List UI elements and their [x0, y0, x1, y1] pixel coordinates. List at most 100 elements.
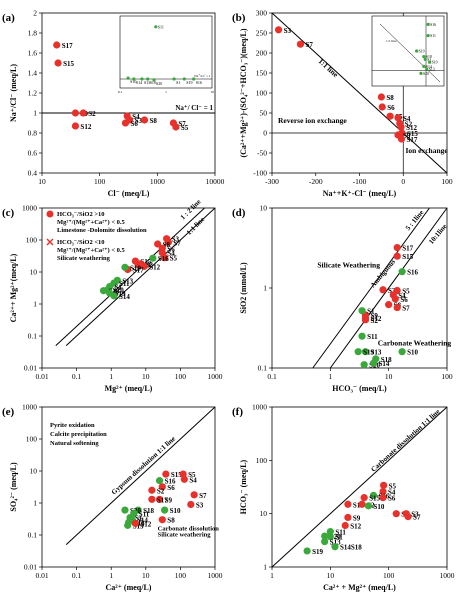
- data-point: [321, 537, 329, 546]
- data-point: [354, 348, 362, 356]
- data-label: S1: [335, 534, 343, 542]
- data-point: [158, 516, 166, 524]
- data-label: S17: [133, 266, 144, 274]
- x-tick-label: 1000: [208, 372, 223, 381]
- data-point: [379, 286, 387, 294]
- data-label: S19: [115, 290, 126, 298]
- inset-tick-label: 0.1: [118, 90, 123, 94]
- data-point: [121, 119, 130, 127]
- data-point: [385, 301, 393, 309]
- annotation: Reverse ion exchange: [278, 116, 347, 125]
- x-tick-label: 1000: [440, 571, 455, 580]
- data-label: S12: [350, 522, 361, 530]
- data-point: [99, 287, 108, 295]
- data-label: S3: [172, 236, 180, 244]
- data-label: S7: [305, 41, 313, 49]
- y-tick-label: 10: [260, 509, 268, 518]
- data-label: S19: [363, 349, 374, 357]
- data-label: S5: [188, 471, 196, 479]
- data-label: S16: [407, 269, 418, 277]
- inset-tick-label: 10: [210, 90, 214, 94]
- inset-data-label: S19: [419, 50, 425, 54]
- data-label: S18: [143, 507, 154, 515]
- data-point: [54, 59, 62, 67]
- data-point: [303, 547, 311, 555]
- annotation: Silicate Weathering: [317, 261, 380, 270]
- annotation: Ion exchange: [405, 146, 448, 155]
- data-label: S17: [62, 42, 73, 50]
- data-label: S10: [407, 349, 418, 357]
- panel-b: -300 -200 -100 0 100 -100 -50 0 50 100 150 200 250 30…: [232, 9, 453, 199]
- x-tick-label: 0.1: [72, 372, 82, 381]
- annotation: Carbonate Weathering: [378, 339, 452, 348]
- inset-data-point: [154, 25, 158, 29]
- data-point: [397, 135, 406, 143]
- data-label: S3: [411, 511, 419, 519]
- data-point: [394, 114, 402, 122]
- data-label: S15: [369, 495, 380, 503]
- y-tick-label: 1.2: [28, 89, 38, 98]
- annotation: Natural softening: [50, 440, 99, 447]
- inset-data-label: S14: [426, 65, 432, 69]
- y-tick-label: 0.8: [28, 129, 38, 138]
- data-point: [398, 348, 406, 356]
- legend-text: Limestone -Dolomite dissolution: [57, 227, 147, 234]
- data-label: S9: [403, 132, 411, 140]
- data-label: S8: [150, 117, 158, 125]
- inset-tick-label: 1: [165, 90, 167, 94]
- data-label: S17: [402, 245, 413, 253]
- y-tick-label: 1: [33, 109, 37, 118]
- data-point: [379, 494, 387, 502]
- data-label: S3: [196, 501, 204, 509]
- inset-data-point: [192, 77, 196, 81]
- x-tick-label: 0.1: [72, 571, 82, 580]
- x-tick-label: 10: [38, 177, 46, 186]
- data-point: [393, 243, 401, 252]
- x-tick-label: 1: [109, 571, 113, 580]
- data-point: [187, 500, 195, 509]
- data-label: S13: [370, 349, 381, 357]
- data-label: S20: [113, 287, 124, 295]
- x-tick-label: 100: [441, 177, 453, 186]
- data-label: S9: [353, 514, 361, 522]
- data-point: [326, 528, 334, 536]
- data-point: [379, 487, 387, 496]
- y-tick-label: 1: [33, 499, 37, 508]
- x-tick-label: 100: [94, 177, 106, 186]
- y-axis-label: Ca²⁺+ Mg²⁺(meq/L): [9, 253, 18, 322]
- panel-label: (f): [232, 406, 243, 418]
- data-label: S8: [386, 94, 394, 102]
- y-tick-label: 150: [256, 69, 268, 78]
- inset-data-point: [140, 77, 144, 81]
- y-tick-label: 0.01: [24, 364, 37, 373]
- data-label: S5: [389, 482, 397, 490]
- data-label: S4: [388, 489, 396, 497]
- data-point: [164, 238, 173, 246]
- data-label: S17: [407, 136, 418, 144]
- y-tick-label: 0.1: [258, 364, 268, 373]
- data-point: [331, 543, 339, 551]
- data-label: S4: [189, 476, 197, 484]
- x-tick-label: 1000: [208, 571, 223, 580]
- inset-data-point: [422, 64, 426, 68]
- panel-label: (c): [2, 207, 15, 219]
- data-label: S18: [381, 356, 392, 364]
- y-axis-label: Na⁺/Cl⁻ (meq/L): [9, 64, 18, 122]
- data-point: [377, 93, 385, 101]
- legend-marker: [46, 210, 54, 218]
- data-label: S5: [402, 288, 410, 296]
- y-tick-label: 1000: [252, 403, 267, 412]
- x-tick-label: 0.01: [35, 571, 48, 580]
- x-tick-label: -300: [265, 177, 279, 186]
- x-tick-label: 100: [383, 571, 395, 580]
- data-label: S12: [406, 124, 417, 132]
- panel-e: 0.01 0.1 1 10 100 1000 0.01 0.1 1 10 100 1000 Ca²⁺ (…: [2, 403, 223, 593]
- inset-data-label: S10: [432, 61, 438, 65]
- y-tick-label: 1.8: [28, 29, 38, 38]
- data-point: [369, 491, 378, 500]
- data-label: S6: [400, 296, 408, 304]
- data-point: [274, 26, 283, 34]
- y-tick-label: 100: [256, 89, 268, 98]
- x-tick-label: -200: [309, 177, 323, 186]
